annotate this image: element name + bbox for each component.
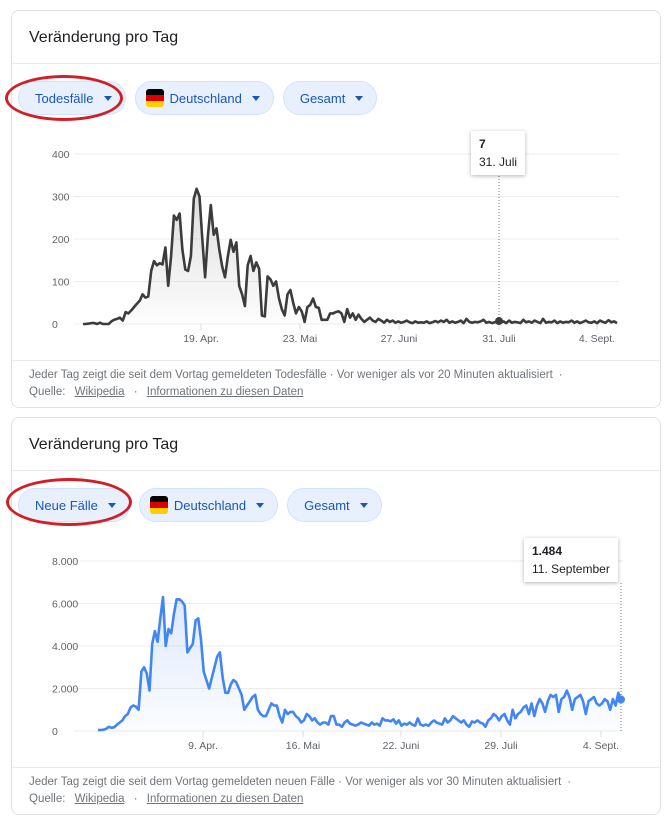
- y-axis-label: 8.000: [52, 556, 78, 568]
- card-title: Veränderung pro Tag: [29, 29, 179, 46]
- x-axis-label: 9. Apr.: [188, 740, 218, 752]
- region-dropdown-label: Deutschland: [173, 497, 247, 513]
- caret-down-icon: [107, 502, 116, 508]
- footer-divider: [12, 767, 660, 768]
- y-axis-label: 100: [52, 277, 70, 289]
- x-axis-label: 27. Juni: [381, 333, 418, 345]
- chart-tooltip: 7 31. Juli: [471, 131, 526, 175]
- y-axis-label: 400: [52, 149, 70, 161]
- x-axis-label: 4. Sept.: [579, 333, 615, 345]
- filter-chips: Todesfälle Deutschland Gesamt: [18, 81, 378, 117]
- scope-dropdown[interactable]: Gesamt: [287, 488, 382, 522]
- x-axis-label: 23. Mai: [283, 333, 317, 345]
- scope-dropdown[interactable]: Gesamt: [282, 81, 378, 115]
- tooltip-date: 11. September: [532, 562, 610, 576]
- region-dropdown[interactable]: Deutschland: [134, 81, 274, 115]
- x-axis-label: 29. Juli: [484, 740, 517, 752]
- card-title: Veränderung pro Tag: [29, 436, 179, 453]
- deaths-chart[interactable]: 0 100 200 300 400 19. Apr. 23. Mai 27. Juni 31. …: [12, 11, 660, 361]
- metric-dropdown-label: Neue Fälle: [35, 497, 98, 513]
- data-info-link[interactable]: Informationen zu diesen Daten: [146, 386, 304, 398]
- series-line: [97, 595, 623, 732]
- footer-description: Jeder Tag zeigt die seit dem Vortag geme…: [29, 776, 562, 788]
- caret-down-icon: [251, 95, 260, 101]
- header-divider: [12, 63, 660, 64]
- footer-divider: [12, 360, 660, 361]
- series-line: [83, 187, 618, 326]
- y-axis-label: 4.000: [52, 641, 78, 653]
- chart-footer: Jeder Tag zeigt die seit dem Vortag geme…: [29, 369, 563, 398]
- y-axis-label: 200: [52, 234, 70, 246]
- germany-flag-icon: [149, 496, 168, 514]
- source-link-wikipedia[interactable]: Wikipedia: [74, 386, 125, 398]
- x-axis-label: 19. Apr.: [183, 333, 219, 345]
- caret-down-icon: [103, 95, 112, 101]
- caret-down-icon: [359, 502, 368, 508]
- cases-card: Veränderung pro Tag Neue Fälle Deutschla…: [6, 417, 661, 815]
- caret-down-icon: [355, 95, 364, 101]
- caret-down-icon: [256, 502, 265, 508]
- x-axis-label: 4. Sept.: [583, 740, 619, 752]
- y-axis-label: 0: [52, 319, 58, 331]
- data-info-link[interactable]: Informationen zu diesen Daten: [146, 793, 304, 805]
- x-axis-label: 31. Juli: [482, 333, 515, 345]
- deaths-card: Veränderung pro Tag Todesfälle Deutschla…: [5, 10, 661, 408]
- region-dropdown[interactable]: Deutschland: [138, 488, 279, 522]
- y-axis-label: 300: [52, 192, 70, 204]
- x-axis-label: 16. Mai: [286, 740, 320, 752]
- source-link-wikipedia[interactable]: Wikipedia: [74, 793, 125, 805]
- scope-dropdown-label: Gesamt: [304, 497, 350, 513]
- y-axis-label: 0: [52, 726, 58, 738]
- tooltip-value: 7: [479, 137, 486, 151]
- metric-dropdown[interactable]: Neue Fälle: [18, 488, 130, 522]
- tooltip-date: 31. Juli: [479, 155, 518, 169]
- source-label: Quelle:: [29, 793, 66, 805]
- y-axis-label: 6.000: [52, 599, 78, 611]
- metric-dropdown[interactable]: Todesfälle: [18, 81, 126, 115]
- header-divider: [12, 470, 660, 471]
- footer-description: Jeder Tag zeigt die seit dem Vortag geme…: [29, 369, 553, 381]
- x-axis-label: 22. Juni: [383, 740, 420, 752]
- metric-dropdown-label: Todesfälle: [35, 90, 94, 106]
- tooltip-value: 1.484: [532, 544, 563, 558]
- chart-footer: Jeder Tag zeigt die seit dem Vortag geme…: [29, 776, 572, 805]
- scope-dropdown-label: Gesamt: [299, 90, 346, 106]
- hover-point: [495, 317, 503, 326]
- source-label: Quelle:: [29, 386, 66, 398]
- chart-tooltip: 1.484 11. September: [524, 538, 618, 582]
- filter-chips: Neue Fälle Deutschland Gesamt: [18, 488, 382, 524]
- region-dropdown-label: Deutschland: [169, 90, 242, 106]
- hover-point: [617, 695, 625, 704]
- germany-flag-icon: [145, 89, 164, 107]
- y-axis-label: 2.000: [52, 684, 78, 696]
- cases-chart[interactable]: 0 2.000 4.000 6.000 8.000 9. Apr. 16. Mai 22. J…: [12, 418, 660, 768]
